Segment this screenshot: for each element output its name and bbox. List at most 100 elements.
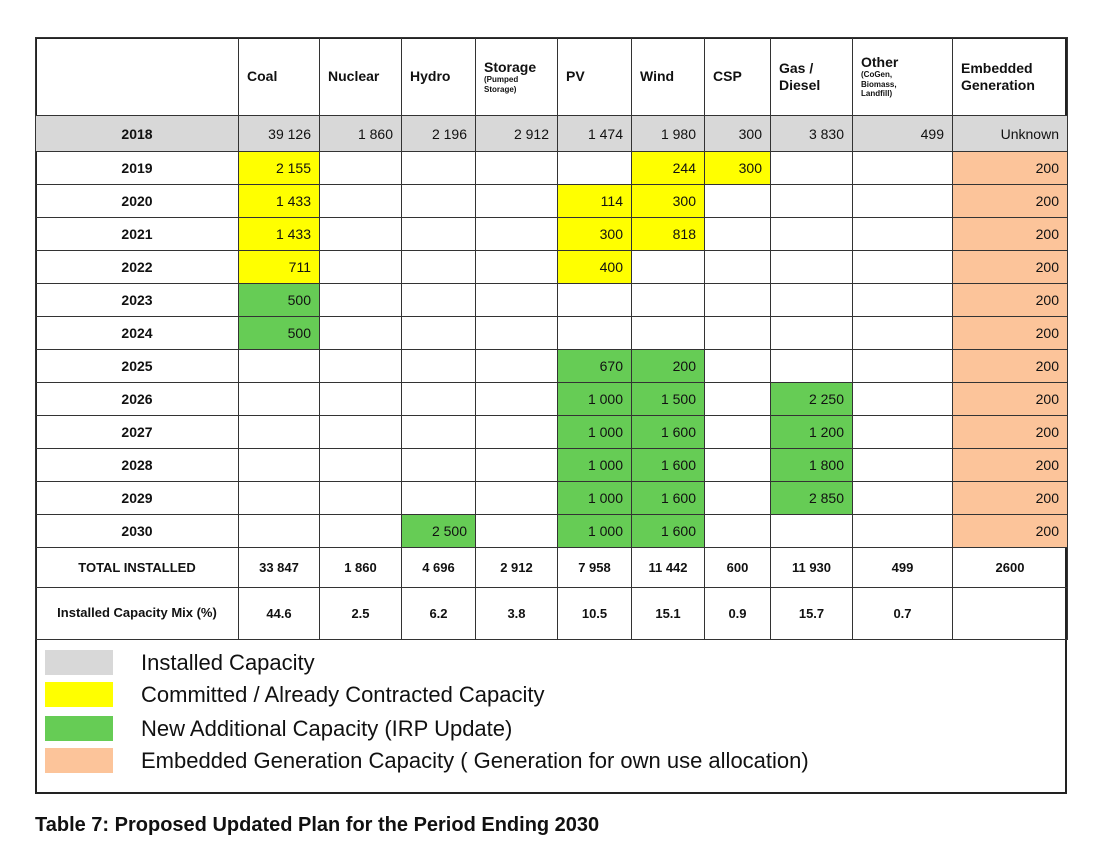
year-cell: 2030	[35, 514, 239, 548]
embedded-cell: 200	[952, 481, 1068, 515]
table-row: 2030 2 500 1 000 1 600 200	[35, 514, 1068, 548]
header-embedded-line2: Generation	[961, 76, 1035, 93]
embedded-cell: 200	[952, 250, 1068, 284]
year-cell: 2029	[35, 481, 239, 515]
csp-cell	[704, 415, 771, 449]
wind-cell: 200	[631, 349, 705, 383]
hydro-cell	[401, 316, 476, 350]
coal-cell: 500	[238, 283, 320, 317]
storage-cell	[475, 184, 558, 218]
legend-swatch	[45, 682, 113, 707]
table-row: 2020 1 433 114 300 200	[35, 184, 1068, 218]
table-row: 2022 711 400 200	[35, 250, 1068, 284]
wind-cell	[631, 316, 705, 350]
total-nuclear: 1 860	[319, 547, 402, 588]
gas-cell: 2 850	[770, 481, 853, 515]
header-storage-label: Storage	[484, 58, 537, 75]
hydro-cell	[401, 283, 476, 317]
header-hydro: Hydro	[401, 37, 476, 116]
nuclear-cell	[319, 316, 402, 350]
other-cell	[852, 217, 953, 251]
storage-cell	[475, 283, 558, 317]
gas-cell	[770, 151, 853, 185]
storage-cell	[475, 316, 558, 350]
header-embedded: Embedded Generation	[952, 37, 1068, 116]
hydro-cell	[401, 184, 476, 218]
csp-cell	[704, 448, 771, 482]
other-cell	[852, 151, 953, 185]
pv-cell: 1 000	[557, 415, 632, 449]
year-cell: 2021	[35, 217, 239, 251]
coal-cell	[238, 349, 320, 383]
other-cell	[852, 448, 953, 482]
coal-cell: 1 433	[238, 217, 320, 251]
total-storage: 2 912	[475, 547, 558, 588]
mix-embedded	[952, 587, 1068, 640]
pv-cell	[557, 283, 632, 317]
pv-cell: 1 000	[557, 382, 632, 416]
total-gas: 11 930	[770, 547, 853, 588]
embedded-cell: 200	[952, 514, 1068, 548]
hydro-cell	[401, 481, 476, 515]
header-gas-line2: Diesel	[779, 76, 821, 93]
coal-cell	[238, 382, 320, 416]
header-gas: Gas / Diesel	[770, 37, 853, 116]
hydro-cell	[401, 382, 476, 416]
storage-cell	[475, 151, 558, 185]
total-row: TOTAL INSTALLED 33 847 1 860 4 696 2 912…	[35, 547, 1068, 588]
csp-cell	[704, 514, 771, 548]
mix-other: 0.7	[852, 587, 953, 640]
header-other: Other (CoGen, Biomass, Landfill)	[852, 37, 953, 116]
hydro-cell: 2 500	[401, 514, 476, 548]
gas-cell: 1 800	[770, 448, 853, 482]
pv-cell: 1 474	[557, 115, 632, 152]
coal-cell: 500	[238, 316, 320, 350]
mix-pv: 10.5	[557, 587, 632, 640]
embedded-cell: 200	[952, 217, 1068, 251]
table-row: 2018 39 126 1 860 2 196 2 912 1 474 1 98…	[35, 115, 1068, 152]
legend-label: Embedded Generation Capacity ( Generatio…	[141, 748, 809, 773]
storage-cell	[475, 217, 558, 251]
hydro-cell	[401, 415, 476, 449]
total-pv: 7 958	[557, 547, 632, 588]
coal-cell	[238, 514, 320, 548]
csp-cell: 300	[704, 151, 771, 185]
csp-cell	[704, 316, 771, 350]
pv-cell: 1 000	[557, 514, 632, 548]
embedded-cell: 200	[952, 283, 1068, 317]
mix-hydro: 6.2	[401, 587, 476, 640]
year-cell: 2023	[35, 283, 239, 317]
pv-cell: 1 000	[557, 448, 632, 482]
pv-cell: 400	[557, 250, 632, 284]
other-cell	[852, 283, 953, 317]
header-csp: CSP	[704, 37, 771, 116]
coal-cell: 1 433	[238, 184, 320, 218]
table-row: 2019 2 155 244 300 200	[35, 151, 1068, 185]
other-cell	[852, 250, 953, 284]
pv-cell: 300	[557, 217, 632, 251]
hydro-cell	[401, 151, 476, 185]
csp-cell	[704, 382, 771, 416]
legend-swatch	[45, 748, 113, 773]
mix-storage: 3.8	[475, 587, 558, 640]
embedded-cell: 200	[952, 316, 1068, 350]
csp-cell	[704, 349, 771, 383]
nuclear-cell	[319, 481, 402, 515]
year-cell: 2022	[35, 250, 239, 284]
csp-cell	[704, 184, 771, 218]
embedded-cell: 200	[952, 151, 1068, 185]
table-row: 2027 1 000 1 600 1 200 200	[35, 415, 1068, 449]
table-row: 2023 500 200	[35, 283, 1068, 317]
header-pv: PV	[557, 37, 632, 116]
total-embedded: 2600	[952, 547, 1068, 588]
csp-cell	[704, 217, 771, 251]
wind-cell: 1 600	[631, 448, 705, 482]
nuclear-cell	[319, 151, 402, 185]
table-row: 2029 1 000 1 600 2 850 200	[35, 481, 1068, 515]
hydro-cell	[401, 349, 476, 383]
header-row: Coal Nuclear Hydro Storage (Pumped Stora…	[35, 37, 1068, 116]
wind-cell: 818	[631, 217, 705, 251]
embedded-cell: 200	[952, 184, 1068, 218]
wind-cell: 1 600	[631, 481, 705, 515]
header-storage-sub: (Pumped Storage)	[484, 74, 519, 94]
